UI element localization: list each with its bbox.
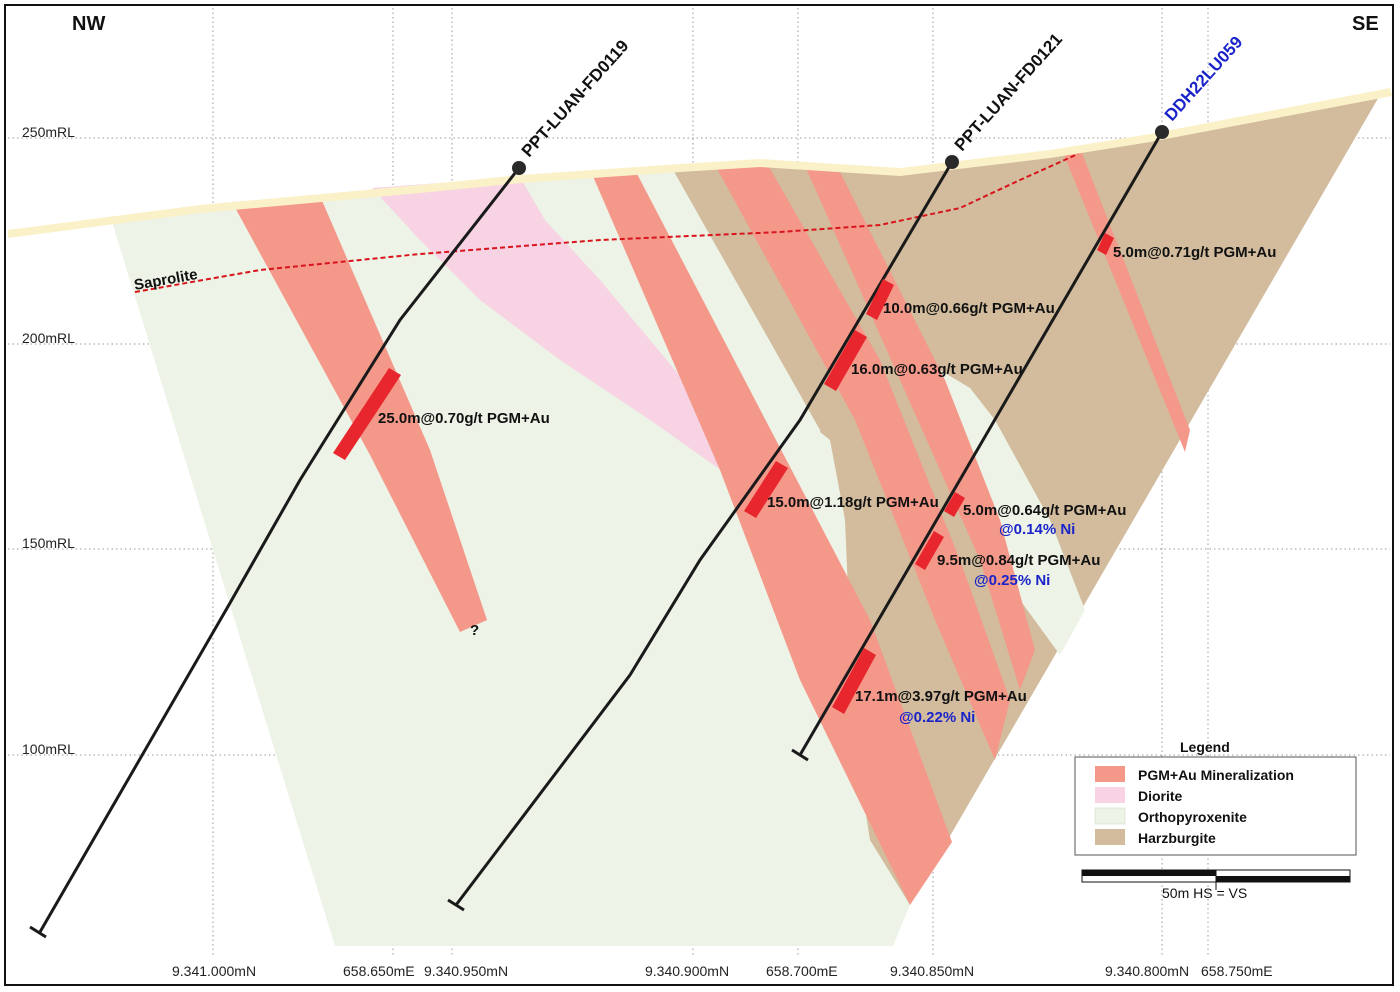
drill-end-fd0119: [29, 925, 47, 939]
collar-fd0121: [945, 155, 959, 169]
legend-label-diorite: Diorite: [1138, 788, 1183, 804]
elevation-label-150: 150mRL: [22, 535, 75, 551]
topographic-surface: [8, 88, 1392, 238]
drill-trace-fd0121: [454, 161, 954, 906]
se-label: SE: [1352, 13, 1379, 35]
question-mark: ?: [470, 622, 479, 639]
saprolite-boundary: [134, 153, 1079, 293]
nickel-label-6: @0.14% Ni: [999, 521, 1075, 538]
elevation-label-250: 250mRL: [22, 124, 75, 140]
legend-label-orthopyroxenite: Orthopyroxenite: [1138, 809, 1247, 825]
mineralization-zone-5: [1062, 148, 1190, 452]
coord-label-1: 9.341.000mN: [172, 963, 256, 979]
legend-label-mineralization: PGM+Au Mineralization: [1138, 767, 1294, 783]
intercept-label-6: 5.0m@0.64g/t PGM+Au: [963, 502, 1126, 519]
coord-label-7: 9.340.800mN: [1105, 963, 1189, 979]
legend-swatch-mineralization: [1095, 766, 1125, 782]
intercept-label-8: 17.1m@3.97g/t PGM+Au: [855, 688, 1027, 705]
intercept-markers: [333, 233, 1114, 714]
mineralization-zone-2: [592, 170, 952, 905]
intercept-mark-5: [1097, 233, 1114, 255]
drill-holes: [29, 131, 1164, 939]
intercept-label-2: 10.0m@0.66g/t PGM+Au: [883, 300, 1055, 317]
intercept-label-1: 25.0m@0.70g/t PGM+Au: [378, 410, 550, 427]
scale-label: 50m HS = VS: [1162, 885, 1247, 901]
mineralization-zone-3: [715, 160, 1010, 760]
legend-title: Legend: [1180, 739, 1230, 755]
nickel-label-8: @0.22% Ni: [899, 709, 975, 726]
drill-end-fd0121: [447, 898, 465, 912]
scale-bar-segment-2: [1216, 876, 1350, 882]
elevation-label-200: 200mRL: [22, 330, 75, 346]
coord-label-4: 9.340.900mN: [645, 963, 729, 979]
coord-label-8: 658.750mE: [1201, 963, 1273, 979]
legend-swatch-harzburgite: [1095, 829, 1125, 845]
orthopyroxenite-window: [940, 370, 1085, 655]
intercept-mark-7: [915, 531, 944, 570]
collar-ddh22lu059: [1155, 125, 1169, 139]
legend-label-harzburgite: Harzburgite: [1138, 830, 1216, 846]
intercept-mark-1: [333, 368, 401, 460]
legend-swatch-orthopyroxenite: [1094, 807, 1126, 825]
intercept-label-3: 16.0m@0.63g/t PGM+Au: [851, 361, 1023, 378]
collar-fd0119: [512, 161, 526, 175]
coord-label-2: 658.650mE: [343, 963, 415, 979]
nickel-label-7: @0.25% Ni: [974, 572, 1050, 589]
intercept-mark-2: [866, 279, 894, 320]
intercept-label-7: 9.5m@0.84g/t PGM+Au: [937, 552, 1100, 569]
nw-label: NW: [72, 13, 105, 35]
drill-end-ddh22lu059: [791, 748, 809, 762]
intercept-mark-4: [744, 461, 788, 518]
intercept-label-5: 5.0m@0.71g/t PGM+Au: [1113, 244, 1276, 261]
intercept-mark-6: [944, 492, 965, 517]
drill-trace-ddh22lu059: [798, 131, 1164, 756]
intercept-mark-3: [824, 330, 867, 391]
intercept-mark-8: [832, 648, 876, 714]
coord-label-5: 658.700mE: [766, 963, 838, 979]
drill-trace-fd0119: [38, 167, 521, 933]
diorite-unit: [372, 177, 740, 480]
scale-bar: 50m HS = VS: [1081, 869, 1351, 901]
legend: Legend PGM+Au Mineralization Diorite Ort…: [1074, 739, 1357, 856]
collars: [512, 125, 1169, 175]
mineralization-zone-4: [805, 166, 1035, 690]
coord-label-3: 9.340.950mN: [424, 963, 508, 979]
intercept-label-4: 15.0m@1.18g/t PGM+Au: [767, 494, 939, 511]
coord-label-6: 9.340.850mN: [890, 963, 974, 979]
elevation-label-100: 100mRL: [22, 741, 75, 757]
legend-swatch-diorite: [1095, 787, 1125, 803]
scale-bar-segment-1: [1082, 870, 1216, 876]
